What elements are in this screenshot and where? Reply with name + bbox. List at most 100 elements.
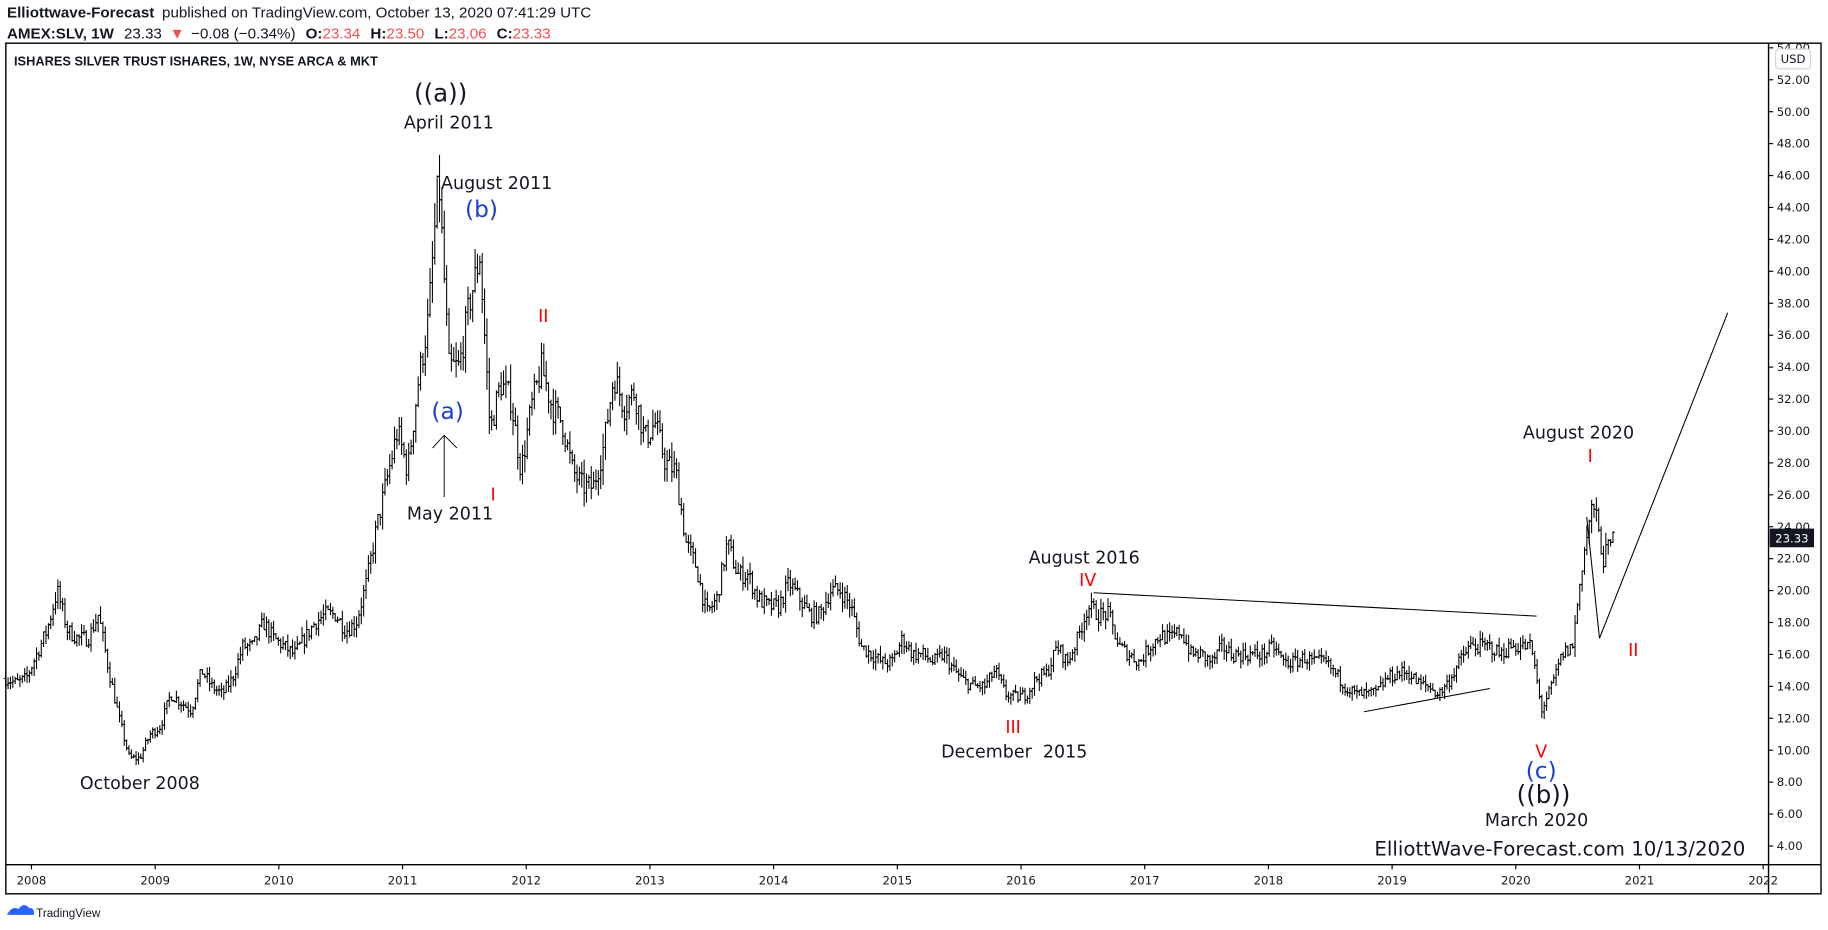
price-bar	[385, 469, 390, 486]
price-axis[interactable]: 54.0052.0050.0048.0046.0044.0042.0040.00…	[1768, 41, 1811, 853]
price-bar	[1165, 624, 1170, 645]
price-bar	[1452, 668, 1456, 682]
open-label: O:	[306, 26, 323, 43]
price-bar	[34, 647, 39, 670]
price-bar	[629, 384, 634, 406]
price-bar	[902, 633, 907, 655]
price-bar	[1049, 657, 1053, 680]
price-bar	[167, 691, 172, 708]
price-bar	[722, 563, 726, 572]
price-bar	[530, 391, 534, 416]
price-bar	[468, 293, 473, 320]
price-bar	[226, 675, 231, 693]
wave-label-a-primary: ((a))	[414, 79, 467, 108]
price-bar	[921, 644, 925, 660]
price-bar	[1395, 665, 1400, 681]
price-bar	[430, 241, 435, 303]
time-tick-label: 2010	[264, 873, 294, 887]
price-bar	[534, 379, 539, 385]
price-bar	[1378, 675, 1383, 688]
author-link[interactable]: Elliottwave-Forecast	[7, 4, 154, 21]
price-bar	[1383, 672, 1388, 688]
price-bar	[674, 458, 679, 479]
price-bar	[1544, 691, 1549, 711]
price-bar	[857, 621, 861, 647]
price-tick-label: 42.00	[1777, 232, 1810, 246]
price-bar	[1177, 624, 1182, 640]
time-tick-label: 2013	[635, 873, 665, 887]
chart-frame	[5, 42, 1822, 895]
price-bar	[1397, 670, 1402, 680]
label-august-2020: August 2020	[1523, 424, 1634, 444]
price-bar	[575, 464, 579, 494]
price-bar	[179, 701, 183, 713]
price-bar	[1333, 668, 1338, 678]
price-bar	[1089, 592, 1094, 619]
price-bar	[700, 583, 705, 613]
price-bar	[252, 636, 257, 643]
price-bar	[112, 677, 117, 704]
price-tick-label: 50.00	[1777, 105, 1810, 119]
price-bar	[726, 539, 731, 555]
price-bar	[276, 636, 281, 646]
label-october-2008: October 2008	[80, 774, 200, 794]
price-bar	[909, 642, 914, 662]
price-bar	[622, 405, 627, 432]
price-bar	[1601, 545, 1606, 574]
price-bar	[409, 439, 413, 456]
price-bar	[541, 343, 546, 377]
price-bar	[880, 656, 885, 670]
price-bar	[520, 444, 525, 485]
price-bar	[1300, 650, 1305, 669]
price-bar	[1575, 602, 1580, 624]
price-bar	[487, 357, 492, 435]
price-bar	[1419, 674, 1423, 691]
price-bar	[667, 448, 672, 462]
price-bar	[715, 591, 719, 611]
price-bar	[1487, 634, 1492, 650]
price-bar	[1298, 657, 1302, 668]
price-bar	[582, 459, 586, 507]
price-bar	[1594, 497, 1599, 522]
price-bar	[58, 581, 63, 610]
price-bar	[1528, 633, 1532, 650]
price-bar	[1502, 643, 1506, 664]
price-bar	[442, 210, 447, 284]
price-bar	[1160, 624, 1165, 641]
price-bar	[824, 591, 828, 616]
price-bar	[1475, 643, 1480, 655]
tradingview-logo[interactable]: TradingView	[6, 905, 101, 920]
price-bar	[238, 646, 243, 665]
trendline-lower[interactable]	[1363, 687, 1491, 713]
price-bar	[1447, 674, 1452, 693]
label-december-2015: December 2015	[941, 742, 1087, 762]
price-bar	[328, 602, 333, 616]
price-bar	[776, 595, 781, 618]
price-bar	[795, 580, 800, 592]
price-bar	[1118, 637, 1122, 645]
price-bar	[608, 401, 613, 427]
price-bar	[1468, 635, 1473, 649]
price-bar	[1099, 598, 1103, 627]
price-bar	[1006, 691, 1011, 703]
price-bar	[70, 622, 74, 642]
label-august-2011: August 2011	[441, 174, 552, 194]
price-bar	[707, 605, 712, 612]
price-bar	[1219, 633, 1224, 652]
price-bar	[1182, 628, 1186, 644]
price-bar	[1215, 649, 1219, 665]
change: −0.08 (−0.34%)	[191, 26, 295, 43]
price-bar	[736, 562, 741, 574]
price-bar	[229, 670, 233, 693]
projection-path[interactable]	[1586, 312, 1729, 639]
arrow-up-icon	[432, 434, 458, 498]
trendline-upper[interactable]	[1093, 592, 1537, 617]
price-tick-label: 26.00	[1777, 488, 1810, 502]
price-bar	[13, 676, 18, 685]
price-bar	[425, 298, 430, 358]
price-bar	[587, 474, 591, 489]
price-bar	[428, 267, 432, 318]
time-axis[interactable]: 2008 2009 2010 2011 2012 2013 2014 2015 2016 2017…	[17, 864, 1778, 888]
price-bar	[705, 591, 710, 612]
